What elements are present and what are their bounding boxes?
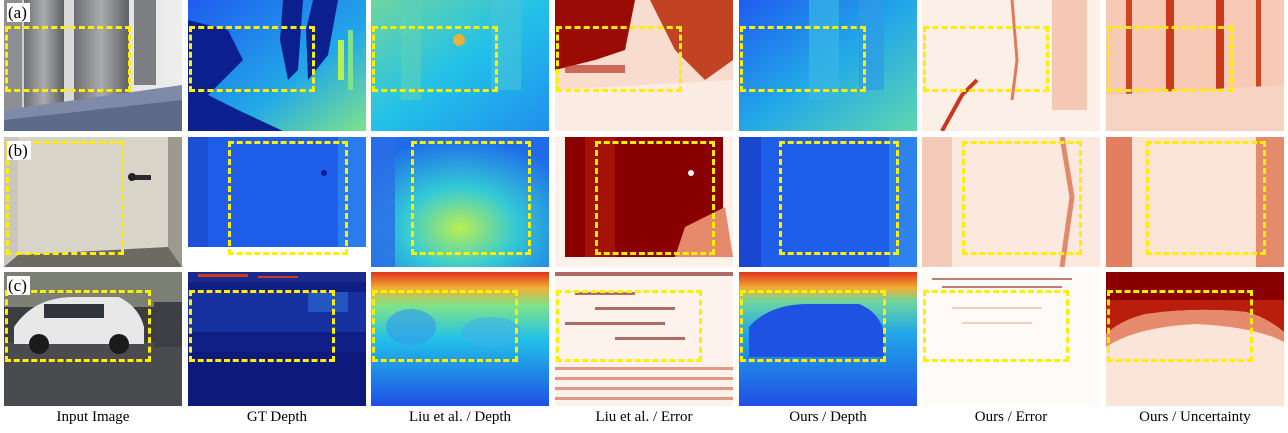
tile-c-ours-uncertainty <box>1106 272 1284 406</box>
row-label-b: (b) <box>7 141 31 160</box>
tile-b-ours-uncertainty <box>1106 137 1284 267</box>
highlight-box <box>923 290 1069 362</box>
tile-b-ours-error <box>922 137 1100 267</box>
tile-c-input-image: (c) <box>4 272 182 406</box>
tile-b-gt-depth <box>188 137 366 267</box>
highlight-box <box>923 26 1049 92</box>
highlight-box <box>372 26 498 92</box>
highlight-box <box>189 26 315 92</box>
tile-b-input-image: (b) <box>4 137 182 267</box>
tile-b-ours-depth <box>739 137 917 267</box>
highlight-box <box>1107 26 1233 92</box>
tile-a-ours-error <box>922 0 1100 131</box>
tile-c-liu-error <box>555 272 733 406</box>
highlight-box <box>779 141 899 255</box>
caption-ours-uncertainty: Ours / Uncertainty <box>1139 409 1251 425</box>
highlight-box <box>962 141 1082 255</box>
highlight-box <box>6 141 124 255</box>
tile-b-liu-error <box>555 137 733 267</box>
highlight-box <box>556 26 682 92</box>
highlight-box <box>1107 290 1253 362</box>
tile-a-liu-error <box>555 0 733 131</box>
highlight-box <box>372 290 518 362</box>
caption-gt-depth: GT Depth <box>246 409 308 425</box>
tile-b-liu-depth <box>371 137 549 267</box>
highlight-box <box>228 141 348 255</box>
highlight-box <box>189 290 335 362</box>
highlight-box <box>5 26 131 92</box>
tile-a-input-image: (a) <box>4 0 182 131</box>
highlight-box <box>740 26 866 92</box>
tile-a-ours-depth <box>739 0 917 131</box>
tile-a-gt-depth <box>188 0 366 131</box>
caption-liu-depth: Liu et al. / Depth <box>408 409 512 425</box>
tile-a-liu-depth <box>371 0 549 131</box>
highlight-box <box>1146 141 1266 255</box>
highlight-box <box>595 141 715 255</box>
highlight-box <box>5 290 151 362</box>
tile-c-ours-depth <box>739 272 917 406</box>
row-label-c: (c) <box>7 276 30 295</box>
highlight-box <box>411 141 531 255</box>
caption-input-image: Input Image <box>56 409 130 425</box>
tile-c-ours-error <box>922 272 1100 406</box>
caption-ours-error: Ours / Error <box>974 409 1048 425</box>
caption-liu-error: Liu et al. / Error <box>595 409 693 425</box>
tile-c-gt-depth <box>188 272 366 406</box>
tile-c-liu-depth <box>371 272 549 406</box>
caption-ours-depth: Ours / Depth <box>789 409 867 425</box>
highlight-box <box>740 290 886 362</box>
row-label-a: (a) <box>7 3 30 22</box>
tile-a-ours-uncertainty <box>1106 0 1284 131</box>
highlight-box <box>556 290 702 362</box>
